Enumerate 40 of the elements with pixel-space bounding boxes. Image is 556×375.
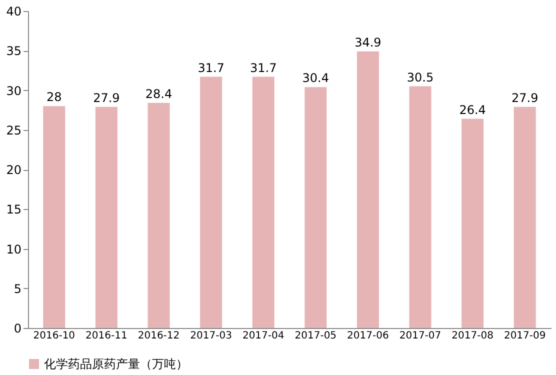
data-label: 26.4 [459, 102, 486, 117]
y-tick-label: 30 [6, 84, 22, 98]
data-label: 28.4 [145, 86, 172, 101]
data-label: 30.4 [302, 71, 330, 86]
bar [462, 118, 484, 328]
legend-label: 化学药品原药产量（万吨） [44, 357, 188, 371]
data-label: 27.9 [93, 90, 120, 105]
y-tick-label: 40 [6, 4, 22, 18]
bar [252, 76, 274, 328]
y-tick-label: 35 [6, 44, 22, 58]
x-tick-label: 2017-08 [452, 330, 494, 342]
y-tick-label: 5 [14, 282, 22, 296]
data-label: 27.9 [511, 90, 538, 105]
bar [409, 86, 432, 328]
data-label: 30.5 [406, 70, 434, 84]
y-tick-label: 25 [6, 123, 22, 138]
bar [43, 106, 66, 328]
y-tick-label: 20 [6, 163, 22, 177]
bar [356, 51, 379, 328]
y-tick-label: 15 [6, 202, 22, 217]
bar [304, 87, 327, 328]
data-label: 34.9 [354, 35, 382, 50]
bar [200, 76, 222, 328]
x-tick-label: 2016-10 [33, 330, 76, 342]
x-tick-label: 2017-06 [347, 330, 389, 342]
x-tick-label: 2017-04 [242, 330, 284, 342]
data-label: 31.7 [198, 60, 224, 75]
bar [95, 106, 118, 328]
x-tick-label: 2017-03 [190, 330, 232, 342]
x-tick-label: 2017-09 [504, 330, 546, 342]
bar [514, 106, 536, 328]
x-tick-label: 2016-12 [138, 330, 180, 342]
data-label: 31.7 [250, 60, 277, 75]
x-tick-label: 2017-07 [399, 330, 442, 342]
bar [148, 102, 170, 328]
y-tick-label: 10 [6, 242, 22, 256]
y-tick-label: 0 [14, 322, 22, 336]
x-tick-label: 2016-11 [86, 330, 128, 342]
x-tick-label: 2017-05 [294, 330, 337, 342]
data-label: 28 [46, 90, 62, 104]
